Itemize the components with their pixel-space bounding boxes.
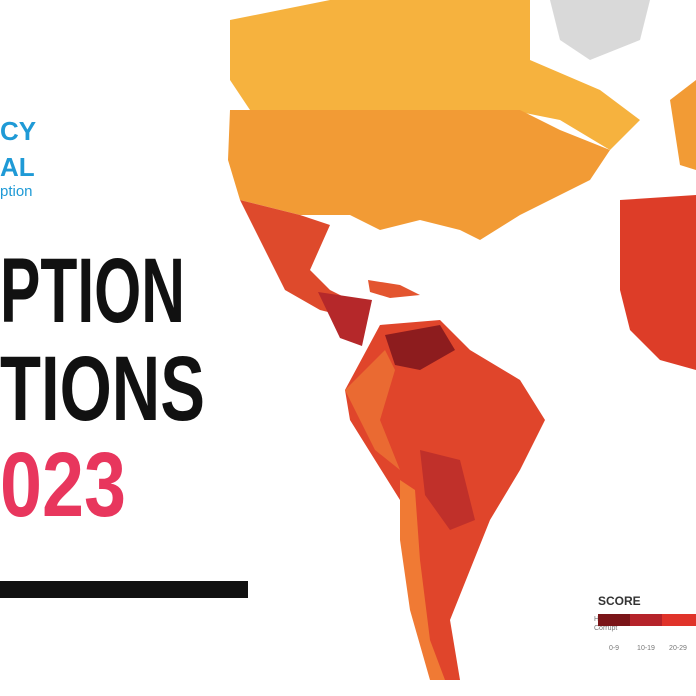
legend-bin-label: 20-29 — [669, 645, 687, 652]
logo-line: CY — [0, 116, 36, 146]
headline: PTION TIONS 023 — [0, 240, 205, 536]
logo-line: AL — [0, 152, 35, 182]
colombia-peru — [345, 350, 400, 470]
headline-line: TIONS — [0, 338, 205, 440]
legend-bin-label: 10-19 — [637, 645, 655, 652]
legend-swatch — [630, 614, 662, 626]
divider-bar — [0, 581, 248, 598]
legend-label: Corrupt — [594, 625, 617, 632]
map — [228, 0, 696, 680]
legend-bin-label: 0-9 — [609, 645, 619, 652]
canada — [230, 0, 640, 150]
greenland — [550, 0, 650, 60]
chile — [400, 480, 445, 680]
africa — [620, 195, 696, 370]
europe — [670, 80, 696, 170]
usa — [228, 110, 610, 240]
legend-swatch — [598, 614, 630, 626]
legend-title: SCORE — [598, 594, 641, 608]
central-america — [318, 292, 372, 346]
bolivia-paraguay — [420, 450, 475, 530]
logo-tagline: ption — [0, 183, 33, 200]
headline-year: 023 — [0, 434, 126, 536]
legend-swatch — [662, 614, 696, 626]
logo: CY AL ption — [0, 116, 36, 200]
headline-line: PTION — [0, 240, 185, 342]
caribbean — [368, 280, 420, 298]
mexico — [240, 200, 360, 320]
venezuela — [385, 325, 455, 370]
